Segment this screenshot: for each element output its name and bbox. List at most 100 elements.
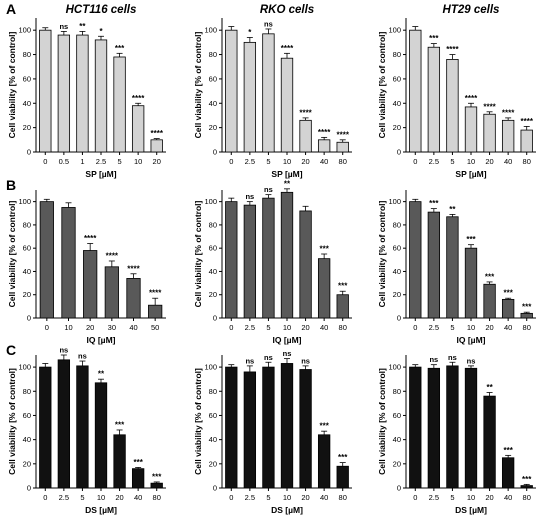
x-tick-label: 20: [301, 323, 309, 332]
y-tick-label: 20: [393, 459, 401, 468]
significance-label: ***: [466, 235, 476, 244]
bar: [483, 395, 496, 489]
y-tick-label: 80: [209, 387, 217, 396]
significance-label: ns: [59, 22, 68, 31]
y-tick-label: 100: [204, 363, 217, 372]
y-tick-label: 60: [393, 74, 401, 83]
x-tick-label: 20: [301, 493, 309, 502]
y-tick-label: 80: [393, 220, 401, 229]
x-tick-label: 10: [134, 157, 142, 166]
y-axis-label: Cell viability [% of control]: [7, 200, 17, 307]
x-tick-label: 10: [283, 323, 291, 332]
bar: [464, 247, 478, 319]
x-tick-label: 20: [86, 323, 94, 332]
significance-label: ***: [115, 44, 125, 53]
x-axis-label: SP [µM]: [85, 169, 116, 179]
y-tick-label: 20: [209, 290, 217, 299]
y-axis-label: Cell viability [% of control]: [377, 200, 387, 307]
x-tick-label: 50: [151, 323, 159, 332]
chart-title: HCT116 cells: [66, 4, 137, 16]
y-axis-label: Cell viability [% of control]: [193, 368, 203, 475]
significance-label: **: [79, 22, 86, 31]
x-tick-label: 80: [339, 493, 347, 502]
y-tick-label: 40: [393, 267, 401, 276]
significance-label: ****: [502, 108, 515, 117]
y-tick-label: 40: [209, 267, 217, 276]
x-tick-label: 80: [339, 323, 347, 332]
x-tick-label: 40: [504, 323, 512, 332]
x-tick-label: 20: [485, 157, 493, 166]
y-tick-label: 80: [23, 220, 31, 229]
significance-label: ***: [338, 282, 348, 291]
bar: [299, 119, 312, 153]
x-tick-label: 40: [320, 493, 328, 502]
x-tick-label: 0: [43, 493, 47, 502]
x-tick-label: 0: [229, 323, 233, 332]
significance-label: ns: [245, 356, 254, 365]
x-tick-label: 0: [229, 493, 233, 502]
bar: [262, 366, 275, 489]
significance-label: ***: [133, 458, 143, 467]
x-tick-label: 10: [467, 323, 475, 332]
x-tick-label: 2.5: [245, 323, 255, 332]
x-tick-label: 10: [283, 157, 291, 166]
bar: [243, 41, 257, 153]
significance-label: ****: [299, 108, 312, 117]
bar: [336, 465, 349, 489]
y-tick-label: 20: [209, 459, 217, 468]
x-tick-label: 40: [320, 157, 328, 166]
x-axis-label: IQ [µM]: [457, 335, 486, 345]
bar: [83, 250, 98, 319]
x-tick-label: 80: [523, 157, 531, 166]
x-tick-label: 0.5: [59, 157, 69, 166]
x-tick-label: 0: [229, 157, 233, 166]
bar: [57, 359, 71, 489]
bar: [464, 106, 478, 153]
y-tick-label: 20: [393, 123, 401, 132]
x-tick-label: 2.5: [429, 157, 439, 166]
x-tick-label: 80: [523, 493, 531, 502]
y-axis-label: Cell viability [% of control]: [7, 31, 17, 138]
bar: [317, 434, 331, 489]
x-axis-label: IQ [µM]: [87, 335, 116, 345]
bar: [427, 211, 441, 319]
bar: [299, 369, 312, 489]
bar: [336, 141, 349, 153]
bar: [427, 46, 441, 153]
bar: [148, 304, 163, 319]
bar: [336, 294, 349, 319]
significance-label: ****: [520, 117, 533, 126]
y-tick-label: 80: [393, 387, 401, 396]
y-tick-label: 40: [393, 99, 401, 108]
significance-label: ***: [503, 289, 513, 298]
significance-label: **: [98, 370, 105, 379]
x-tick-label: 20: [115, 493, 123, 502]
y-tick-label: 0: [397, 314, 401, 323]
bar: [427, 367, 441, 489]
x-tick-label: 5: [266, 157, 270, 166]
bar: [262, 33, 275, 153]
bar: [520, 485, 533, 489]
bar: [501, 298, 515, 319]
significance-label: **: [449, 205, 456, 214]
x-tick-label: 20: [301, 157, 309, 166]
y-tick-label: 0: [27, 314, 31, 323]
x-tick-label: 5: [80, 493, 84, 502]
x-tick-label: 0: [43, 157, 47, 166]
significance-label: ****: [336, 130, 349, 139]
significance-label: ****: [281, 44, 294, 53]
x-tick-label: 0: [413, 493, 417, 502]
significance-label: ****: [84, 234, 97, 243]
x-tick-label: 40: [504, 493, 512, 502]
significance-label: ***: [338, 453, 348, 462]
bar: [94, 39, 108, 153]
bar: [39, 366, 52, 489]
bar: [520, 129, 533, 153]
bar: [243, 371, 257, 489]
significance-label: ****: [127, 264, 140, 273]
chart-title: HT29 cells: [443, 4, 500, 16]
significance-label: ns: [264, 353, 273, 362]
